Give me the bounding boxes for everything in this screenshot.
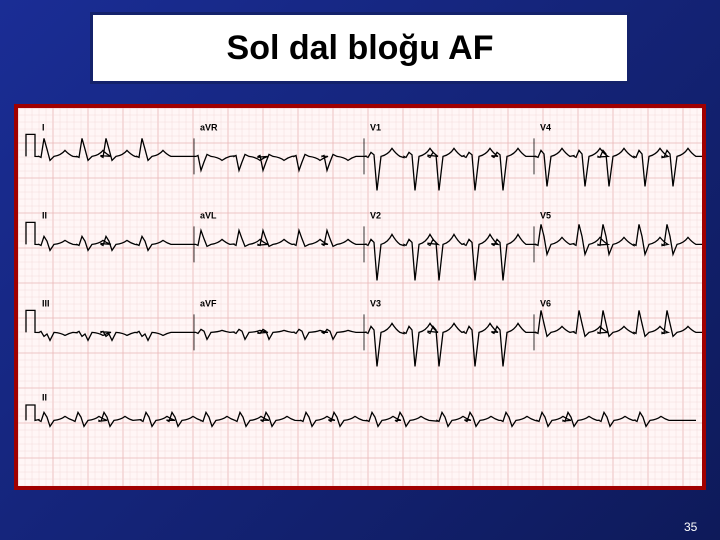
svg-text:aVR: aVR [200, 122, 218, 132]
svg-text:III: III [42, 298, 50, 308]
title-box: Sol dal bloğu AF [90, 12, 630, 84]
svg-text:II: II [42, 392, 47, 402]
page-number: 35 [684, 520, 697, 534]
svg-text:V6: V6 [540, 298, 551, 308]
svg-text:V3: V3 [370, 298, 381, 308]
svg-text:V4: V4 [540, 122, 551, 132]
ecg-panel: IaVR V1 V4 II aVL V2 V5 III aVF V3 V6 II [14, 104, 706, 490]
svg-text:aVF: aVF [200, 298, 217, 308]
slide-root: Sol dal bloğu AF IaVR V1 V4 II aVL V2 V5 III aVF… [0, 0, 720, 540]
svg-text:V2: V2 [370, 210, 381, 220]
svg-text:aVL: aVL [200, 210, 217, 220]
svg-text:V1: V1 [370, 122, 381, 132]
svg-text:II: II [42, 210, 47, 220]
slide-title: Sol dal bloğu AF [227, 29, 494, 68]
svg-text:I: I [42, 122, 45, 132]
ecg-trace: IaVR V1 V4 II aVL V2 V5 III aVF V3 V6 II [18, 108, 702, 486]
svg-text:V5: V5 [540, 210, 551, 220]
